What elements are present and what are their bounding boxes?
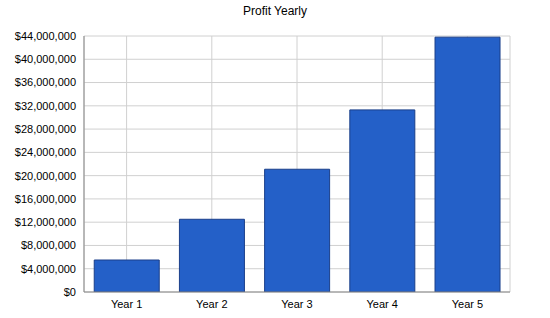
svg-text:$40,000,000: $40,000,000	[15, 53, 76, 65]
svg-text:Year 5: Year 5	[452, 298, 483, 310]
svg-text:$12,000,000: $12,000,000	[15, 216, 76, 228]
svg-text:Year 1: Year 1	[111, 298, 142, 310]
svg-text:$36,000,000: $36,000,000	[15, 76, 76, 88]
svg-text:$8,000,000: $8,000,000	[21, 239, 76, 251]
svg-text:$20,000,000: $20,000,000	[15, 170, 76, 182]
svg-text:Year 2: Year 2	[196, 298, 227, 310]
svg-text:$28,000,000: $28,000,000	[15, 123, 76, 135]
svg-text:Year 3: Year 3	[281, 298, 312, 310]
svg-text:$0: $0	[64, 286, 76, 298]
svg-text:$4,000,000: $4,000,000	[21, 263, 76, 275]
svg-text:$24,000,000: $24,000,000	[15, 146, 76, 158]
svg-text:$16,000,000: $16,000,000	[15, 193, 76, 205]
svg-text:$32,000,000: $32,000,000	[15, 100, 76, 112]
svg-text:$44,000,000: $44,000,000	[15, 30, 76, 42]
html-text:Profit Yearly: Profit Yearly	[243, 4, 307, 18]
svg-text:Year 4: Year 4	[366, 298, 397, 310]
